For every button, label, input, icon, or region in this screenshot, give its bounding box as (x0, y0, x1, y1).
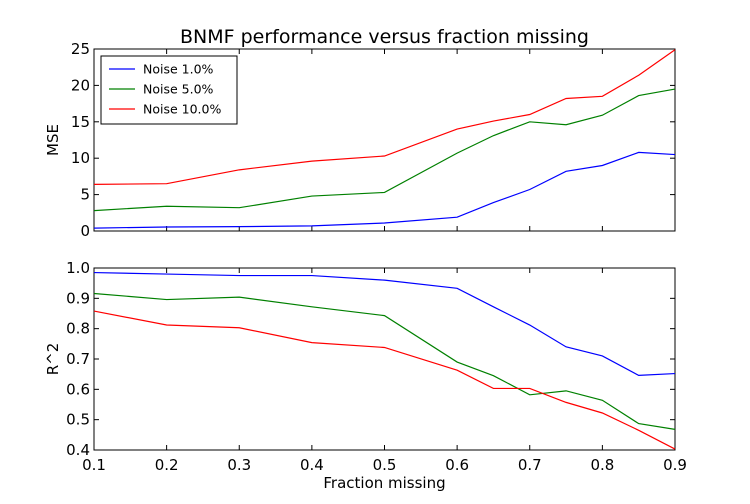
chart-title: BNMF performance versus fraction missing (180, 26, 589, 48)
r2-x-tick-label: 0.5 (373, 456, 397, 474)
legend-entry-1: Noise 1.0% (143, 62, 214, 77)
r2-x-tick-label: 0.8 (590, 456, 614, 474)
r2-y-tick-label: 0.4 (66, 441, 90, 459)
r2-plot-frame (93, 267, 676, 451)
r2-y-tick-label: 0.6 (66, 380, 90, 398)
legend-entry-3: Noise 10.0% (143, 102, 221, 117)
r2-y-tick-label: 0.7 (66, 350, 90, 368)
legend: Noise 1.0% Noise 5.0% Noise 10.0% (100, 55, 238, 125)
mse-y-tick-label: 10 (71, 149, 90, 167)
mse-y-tick-label: 20 (71, 76, 90, 94)
mse-y-tick-label: 5 (80, 186, 90, 204)
r2-y-tick-label: 0.8 (66, 320, 90, 338)
r2-series-line-3 (93, 310, 676, 450)
mse-y-axis-label: MSE (44, 124, 62, 156)
r2-series-line-2 (93, 292, 676, 430)
mse-series-line-3 (93, 49, 676, 186)
mse-y-tick-label: 25 (71, 40, 90, 58)
r2-x-tick-label: 0.3 (227, 456, 251, 474)
r2-y-tick-label: 1.0 (66, 259, 90, 277)
r2-y-tick-label: 0.5 (66, 411, 90, 429)
r2-y-axis-label: R^2 (44, 343, 62, 376)
r2-series-line-1 (93, 271, 676, 376)
r2-y-tick-label: 0.9 (66, 289, 90, 307)
r2-x-tick-label: 0.6 (445, 456, 469, 474)
r2-x-tick-label: 0.2 (155, 456, 179, 474)
mse-y-tick-label: 0 (80, 222, 90, 240)
r2-subplot: 0.1 0.2 0.3 0.4 0.5 0.6 0.7 0.8 0.9 0.4 0.5 0.6 0.7 0… (44, 259, 687, 492)
r2-x-axis-label: Fraction missing (323, 474, 445, 492)
r2-x-tick-label: 0.4 (300, 456, 324, 474)
mse-series-line-1 (93, 151, 676, 229)
r2-x-tick-label: 0.9 (663, 456, 687, 474)
r2-x-tick-label: 0.1 (82, 456, 106, 474)
mse-series-line-2 (93, 88, 676, 212)
mse-y-tick-label: 15 (71, 113, 90, 131)
r2-x-tick-label: 0.7 (518, 456, 542, 474)
legend-entry-2: Noise 5.0% (143, 82, 214, 97)
legend-box (100, 55, 238, 125)
